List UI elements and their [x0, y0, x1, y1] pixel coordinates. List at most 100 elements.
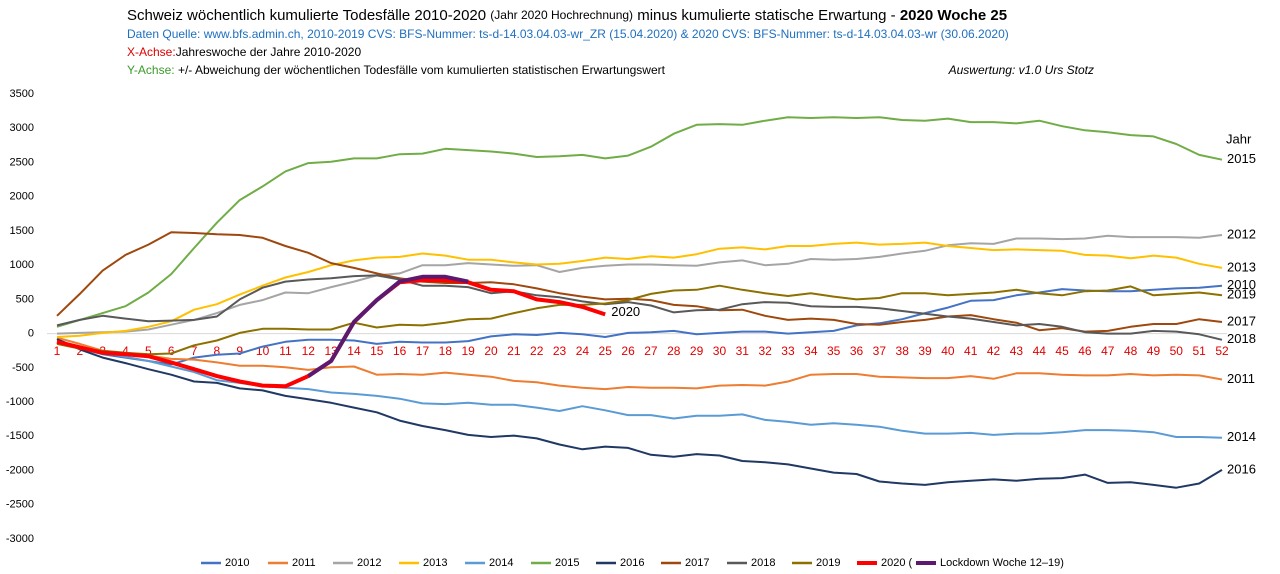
x-tick-label: 17: [416, 344, 430, 358]
label-key: Y-Achse:: [127, 63, 175, 77]
legend-label: 2014: [489, 557, 513, 569]
x-tick-label: 5: [145, 344, 152, 358]
x-tick-label: 7: [191, 344, 198, 358]
x-tick-label: 20: [484, 344, 498, 358]
legend-label: 2012: [357, 557, 381, 569]
x-tick-label: 46: [1078, 344, 1092, 358]
x-tick-label: 15: [370, 344, 384, 358]
end-label: 2014: [1227, 429, 1256, 444]
annotation: 2020: [611, 304, 640, 319]
x-tick-label: 26: [621, 344, 635, 358]
x-tick-label: 42: [987, 344, 1001, 358]
x-tick-label: 37: [873, 344, 887, 358]
legend-label: Lockdown Woche 12–19): [940, 557, 1064, 569]
end-label: 2016: [1227, 461, 1256, 476]
series-line: [56, 274, 1223, 341]
x-tick-label: 43: [1010, 344, 1024, 358]
end-label: 2013: [1227, 259, 1256, 274]
series-line: [56, 338, 1223, 489]
x-tick-label: 25: [599, 344, 613, 358]
series-line: [56, 116, 1223, 328]
title-part: Schweiz wöchentlich kumulierte Todesfäll…: [127, 7, 486, 24]
series-line: [56, 234, 1223, 335]
x-tick-label: 34: [804, 344, 818, 358]
legend-label: 2011: [292, 557, 316, 569]
legend-label: 2010: [225, 557, 249, 569]
x-tick-label: 2: [76, 344, 83, 358]
x-tick-label: 24: [576, 344, 590, 358]
x-tick-label: 32: [758, 344, 772, 358]
x-tick-label: 8: [214, 344, 221, 358]
author: Auswertung: v1.0 Urs Stotz: [948, 63, 1094, 77]
x-tick-label: 11: [279, 344, 292, 358]
x-tick-label: 44: [1033, 344, 1047, 358]
end-label: 2010: [1227, 277, 1256, 292]
x-tick-label: 28: [667, 344, 681, 358]
y-axis-label: Y-Achse: +/- Abweichung der wöchentliche…: [127, 63, 666, 77]
x-tick-label: 36: [850, 344, 864, 358]
y-tick-label: -2000: [6, 464, 34, 476]
x-tick-label: 47: [1101, 344, 1115, 358]
series-line: [56, 339, 1223, 439]
y-tick-label: -1000: [6, 396, 34, 408]
end-label: 2017: [1227, 313, 1256, 328]
x-tick-label: 50: [1170, 344, 1184, 358]
y-tick-label: 1500: [10, 225, 34, 237]
x-tick-label: 18: [439, 344, 453, 358]
x-tick-label: 30: [713, 344, 727, 358]
chart-title: Schweiz wöchentlich kumulierte Todesfäll…: [127, 7, 1007, 24]
series-line: [56, 284, 1223, 366]
series-line: [307, 274, 469, 378]
x-axis-label: X-Achse:Jahreswoche der Jahre 2010-2020: [127, 45, 361, 59]
x-tick-label: 33: [781, 344, 795, 358]
x-tick-label: 38: [896, 344, 910, 358]
subtitle: Daten Quelle: www.bfs.admin.ch, 2010-201…: [127, 27, 1009, 41]
y-tick-label: 2000: [10, 191, 34, 203]
legend-label: 2016: [620, 557, 644, 569]
legend-label: 2015: [555, 557, 579, 569]
legend-label: 2020 (: [881, 557, 913, 569]
end-label: 2018: [1227, 331, 1256, 346]
series-line: [56, 231, 1223, 333]
x-tick-label: 45: [1055, 344, 1069, 358]
x-tick-label: 22: [530, 344, 544, 358]
y-tick-label: -1500: [6, 430, 34, 442]
x-tick-label: 16: [393, 344, 407, 358]
y-tick-label: -3000: [6, 533, 34, 545]
title-part: minus kumulierte statische Erwartung -: [637, 7, 895, 24]
x-tick-label: 19: [461, 344, 475, 358]
x-tick-label: 21: [507, 344, 521, 358]
x-tick-label: 41: [964, 344, 978, 358]
y-tick-label: -2500: [6, 499, 34, 511]
legend-label: 2013: [423, 557, 447, 569]
title-part: (Jahr 2020 Hochrechnung): [490, 8, 633, 22]
legend-label: 2018: [751, 557, 775, 569]
x-tick-label: 9: [236, 344, 243, 358]
x-tick-label: 29: [690, 344, 704, 358]
series-line: [56, 336, 1223, 391]
end-label: 2012: [1227, 226, 1256, 241]
series-line: [56, 284, 1223, 356]
x-tick-label: 49: [1147, 344, 1161, 358]
legend-label: 2019: [816, 557, 840, 569]
legend-label: 2017: [685, 557, 709, 569]
series-line: [56, 241, 1223, 338]
end-label: 2019: [1227, 287, 1256, 302]
x-tick-label: 4: [122, 344, 129, 358]
legend-title: Jahr: [1226, 131, 1252, 146]
x-tick-label: 23: [553, 344, 567, 358]
end-label: 2011: [1227, 371, 1255, 386]
y-tick-label: 3500: [10, 88, 34, 100]
x-tick-label: 52: [1215, 344, 1229, 358]
x-tick-label: 6: [168, 344, 175, 358]
label-text: +/- Abweichung der wöchentlichen Todesfä…: [178, 63, 666, 77]
x-tick-label: 1: [54, 344, 61, 358]
end-label: 2015: [1227, 151, 1256, 166]
y-tick-label: 2500: [10, 156, 34, 168]
x-tick-label: 40: [941, 344, 955, 358]
y-tick-label: -500: [12, 362, 34, 374]
y-tick-label: 500: [16, 293, 34, 305]
y-tick-label: 3000: [10, 122, 34, 134]
x-tick-label: 51: [1192, 344, 1206, 358]
